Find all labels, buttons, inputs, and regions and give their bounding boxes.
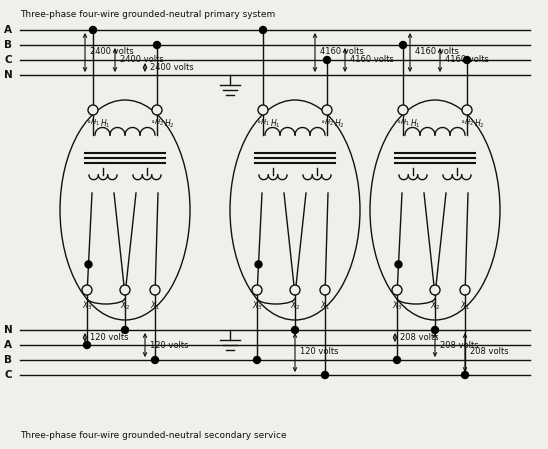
Circle shape [120,285,130,295]
Text: $\circ H_1$: $\circ H_1$ [86,118,100,128]
Circle shape [322,105,332,115]
Text: $H_1$: $H_1$ [410,117,421,129]
Circle shape [83,342,90,348]
Circle shape [82,285,92,295]
Text: 120 volts: 120 volts [90,333,128,342]
Circle shape [398,105,408,115]
Text: A: A [4,340,12,350]
Circle shape [152,105,162,115]
Text: B: B [4,355,12,365]
Circle shape [150,285,160,295]
Text: A: A [4,25,12,35]
Circle shape [85,261,92,268]
Circle shape [460,285,470,295]
Circle shape [122,326,128,334]
Text: $X_2$: $X_2$ [290,299,300,312]
Text: 4160 volts: 4160 volts [445,56,489,65]
Text: 4160 volts: 4160 volts [350,56,394,65]
Text: $\circ H_2$: $\circ H_2$ [460,118,474,128]
Circle shape [431,326,438,334]
Text: N: N [4,70,13,80]
Text: $\circ H_2$: $\circ H_2$ [320,118,334,128]
Text: 4160 volts: 4160 volts [320,48,364,57]
Text: 2400 volts: 2400 volts [150,63,194,72]
Text: $H_2$: $H_2$ [164,117,175,129]
Circle shape [292,286,299,294]
Text: 208 volts: 208 volts [440,340,478,349]
Circle shape [260,26,266,34]
Circle shape [393,357,401,364]
Text: $X_3$: $X_3$ [252,299,262,312]
Text: $\circ H_1$: $\circ H_1$ [396,118,410,128]
Circle shape [151,357,158,364]
Circle shape [322,371,328,379]
Text: Three-phase four-wire grounded-neutral primary system: Three-phase four-wire grounded-neutral p… [20,10,275,19]
Circle shape [461,371,469,379]
Circle shape [323,57,330,63]
Circle shape [254,357,260,364]
Text: $\circ H_1$: $\circ H_1$ [256,118,270,128]
Circle shape [252,285,262,295]
Circle shape [255,261,262,268]
Text: 2400 volts: 2400 volts [120,56,164,65]
Circle shape [395,261,402,268]
Circle shape [122,286,128,294]
Text: $X_3$: $X_3$ [82,299,92,312]
Text: $H_1$: $H_1$ [100,117,111,129]
Circle shape [431,286,438,294]
Text: $X_1$: $X_1$ [150,299,160,312]
Circle shape [88,105,98,115]
Text: $X_1$: $X_1$ [320,299,330,312]
Text: $X_2$: $X_2$ [120,299,130,312]
Text: $X_3$: $X_3$ [392,299,402,312]
Circle shape [392,285,402,295]
Circle shape [430,285,440,295]
Text: 120 volts: 120 volts [150,340,189,349]
Circle shape [292,326,299,334]
Text: 120 volts: 120 volts [300,348,339,357]
Circle shape [258,105,268,115]
Text: N: N [4,325,13,335]
Text: Three-phase four-wire grounded-neutral secondary service: Three-phase four-wire grounded-neutral s… [20,431,287,440]
Text: $X_2$: $X_2$ [430,299,440,312]
Text: $\circ H_2$: $\circ H_2$ [150,118,164,128]
Text: 208 volts: 208 volts [400,333,438,342]
Text: B: B [4,40,12,50]
Circle shape [320,285,330,295]
Circle shape [399,41,407,48]
Text: $H_2$: $H_2$ [334,117,345,129]
Text: $X_1$: $X_1$ [460,299,470,312]
Circle shape [153,41,161,48]
Text: $H_1$: $H_1$ [270,117,281,129]
Circle shape [464,57,471,63]
Text: $H_2$: $H_2$ [474,117,484,129]
Text: C: C [4,55,12,65]
Circle shape [290,285,300,295]
Circle shape [89,26,96,34]
Circle shape [462,105,472,115]
Text: 2400 volts: 2400 volts [90,48,134,57]
Text: C: C [4,370,12,380]
Text: 4160 volts: 4160 volts [415,48,459,57]
Text: 208 volts: 208 volts [470,348,509,357]
